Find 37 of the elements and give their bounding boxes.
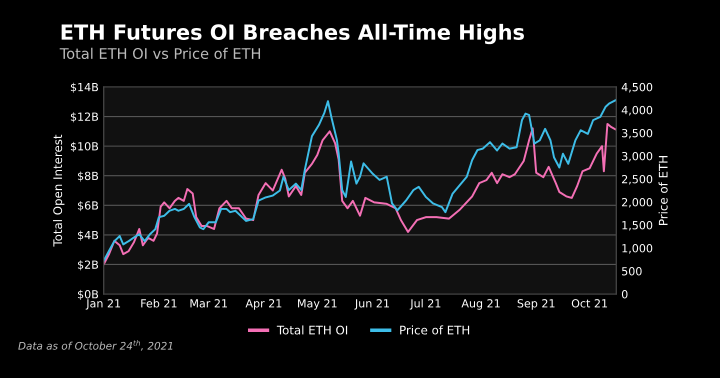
y-tick-label: $4B bbox=[78, 230, 98, 241]
x-tick-label: Jul 21 bbox=[410, 298, 440, 310]
y2-tick-label: 1,000 bbox=[622, 244, 652, 254]
y2-tick-label: 0 bbox=[622, 290, 628, 298]
line-series bbox=[104, 98, 616, 262]
line-series bbox=[104, 122, 616, 266]
y2-tick-label: 500 bbox=[622, 267, 642, 276]
x-tick-label: Oct 21 bbox=[572, 299, 608, 308]
x-tick-label: Apr 21 bbox=[246, 299, 282, 310]
y-tick-label: $0B bbox=[78, 290, 98, 300]
x-tick-label: Sep 21 bbox=[518, 299, 554, 310]
legend-label: Total ETH OI bbox=[276, 325, 348, 335]
y2-tick-label: 2,500 bbox=[622, 174, 652, 185]
y2-tick-label: 4,500 bbox=[622, 82, 652, 92]
chart-title: ETH Futures OI Breaches All-Time Highs bbox=[62, 24, 524, 44]
y2-axis-title: Price of ETH bbox=[658, 156, 668, 225]
text: Data as of October 24$^{th}$, 2021 bbox=[18, 340, 172, 351]
y2-tick-label: 4,000 bbox=[622, 106, 652, 116]
y-tick-label: $10B bbox=[70, 142, 98, 152]
y-tick-label: $2B bbox=[78, 260, 98, 270]
x-tick-label: Jun 21 bbox=[354, 299, 389, 310]
x-tick-label: May 21 bbox=[298, 299, 337, 310]
chart-subtitle: Total ETH OI vs Price of ETH bbox=[60, 48, 260, 60]
y-tick-label: $8B bbox=[78, 171, 98, 182]
y-tick-label: $6B bbox=[78, 201, 98, 212]
x-tick-label: Feb 21 bbox=[141, 298, 177, 308]
y2-tick-label: 1,500 bbox=[622, 221, 652, 231]
y-axis-title: Total Open Interest bbox=[53, 134, 64, 247]
y-tick-label: $14B bbox=[70, 82, 98, 93]
x-tick-label: Aug 21 bbox=[461, 299, 500, 310]
y-tick-label: $12B bbox=[70, 112, 98, 122]
x-tick-label: Jan 21 bbox=[86, 299, 120, 310]
y2-tick-label: 2,000 bbox=[622, 198, 652, 208]
y2-tick-label: 3,000 bbox=[622, 152, 652, 162]
y2-tick-label: 3,500 bbox=[622, 128, 652, 138]
x-tick-label: Mar 21 bbox=[190, 299, 227, 308]
legend-label: Price of ETH bbox=[400, 325, 470, 335]
